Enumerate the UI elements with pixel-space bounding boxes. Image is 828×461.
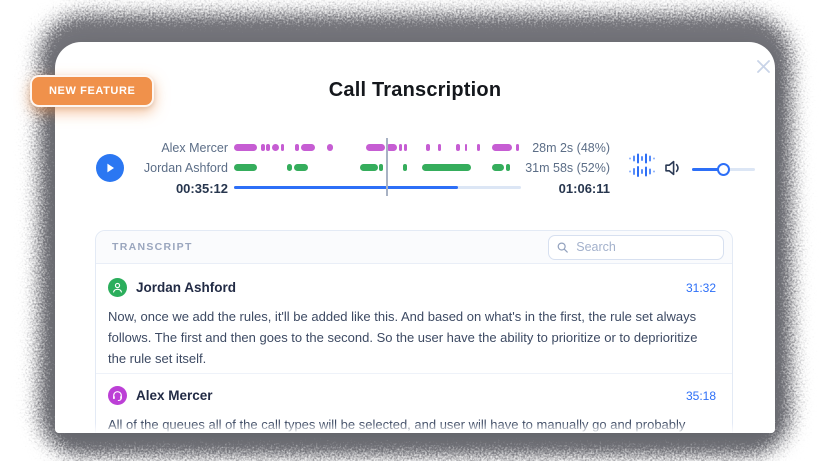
speech-segment xyxy=(234,164,257,171)
speech-segment xyxy=(464,144,468,151)
entry-head: Jordan Ashford 31:32 xyxy=(108,278,716,297)
current-time: 00:35:12 xyxy=(175,181,228,196)
speech-segment xyxy=(404,144,408,151)
speech-segment xyxy=(266,144,270,151)
speech-segment xyxy=(456,144,460,151)
speech-segment xyxy=(399,144,402,151)
search-box[interactable] xyxy=(548,234,724,260)
entry-timestamp[interactable]: 35:18 xyxy=(685,388,716,403)
speech-segment xyxy=(506,164,511,171)
transcript-title: TRANSCRIPT xyxy=(112,241,193,253)
speaker-stat-alex: 28m 2s (48%) xyxy=(532,141,610,155)
search-icon xyxy=(557,241,568,253)
speech-segment xyxy=(327,144,334,151)
playhead-marker[interactable] xyxy=(386,138,388,196)
speaker-waveform[interactable] xyxy=(234,138,521,198)
call-transcription-modal: Alex Mercer Jordan Ashford 00:35:12 28m … xyxy=(55,42,775,433)
bottom-fade xyxy=(55,423,775,433)
speech-segment xyxy=(261,144,265,151)
speech-segment xyxy=(360,164,379,171)
person-icon xyxy=(113,282,122,293)
waveform-track-alex xyxy=(234,144,521,151)
waveform-track-jordan xyxy=(234,164,521,171)
play-button[interactable] xyxy=(96,154,124,182)
speaker-label-jordan: Jordan Ashford xyxy=(143,161,228,175)
speech-segment xyxy=(378,164,383,171)
speech-segment xyxy=(425,144,430,151)
speech-segment xyxy=(491,164,504,171)
progress-bar[interactable] xyxy=(234,186,521,189)
speech-segment xyxy=(294,164,309,171)
speaker-avatar-jordan xyxy=(108,278,127,297)
entry-timestamp[interactable]: 31:32 xyxy=(685,280,716,295)
speaker-stat-jordan: 31m 58s (52%) xyxy=(525,161,610,175)
transcript-panel: TRANSCRIPT xyxy=(95,230,733,433)
play-icon xyxy=(107,163,114,173)
entry-speaker-name: Alex Mercer xyxy=(136,388,213,403)
new-feature-badge: NEW FEATURE xyxy=(30,75,155,107)
voiceprint-icon[interactable] xyxy=(629,151,656,179)
speech-segment xyxy=(366,144,385,151)
speech-segment xyxy=(516,144,519,151)
transcript-entry[interactable]: Jordan Ashford 31:32 Now, once we add th… xyxy=(96,264,732,373)
speaker-label-alex: Alex Mercer xyxy=(161,141,228,155)
speech-segment xyxy=(421,164,472,171)
entry-speaker-name: Jordan Ashford xyxy=(136,280,237,295)
speech-segment xyxy=(403,164,408,171)
modal-title: Call Transcription xyxy=(328,79,502,101)
speech-segment xyxy=(477,144,481,151)
volume-slider[interactable] xyxy=(692,162,755,176)
total-time: 01:06:11 xyxy=(558,181,610,196)
search-input[interactable] xyxy=(574,239,715,255)
speech-segment xyxy=(386,144,397,151)
close-icon xyxy=(756,59,770,73)
volume-fill xyxy=(692,168,721,171)
speech-segment xyxy=(234,144,257,151)
progress-fill xyxy=(234,186,458,189)
entry-head: Alex Mercer 35:18 xyxy=(108,386,716,405)
speaker-avatar-alex xyxy=(108,386,127,405)
speech-segment xyxy=(271,144,279,151)
headset-icon xyxy=(113,391,122,402)
speech-segment xyxy=(491,144,513,151)
volume-icon[interactable] xyxy=(661,156,685,180)
speech-segment xyxy=(438,144,441,151)
entry-text: Now, once we add the rules, it'll be add… xyxy=(108,309,698,366)
transcript-header: TRANSCRIPT xyxy=(96,231,732,264)
speech-segment xyxy=(280,144,284,151)
speech-segment xyxy=(287,164,292,171)
close-button[interactable] xyxy=(752,55,774,77)
speech-segment xyxy=(295,144,299,151)
volume-handle[interactable] xyxy=(716,162,730,176)
speech-segment xyxy=(300,144,315,151)
